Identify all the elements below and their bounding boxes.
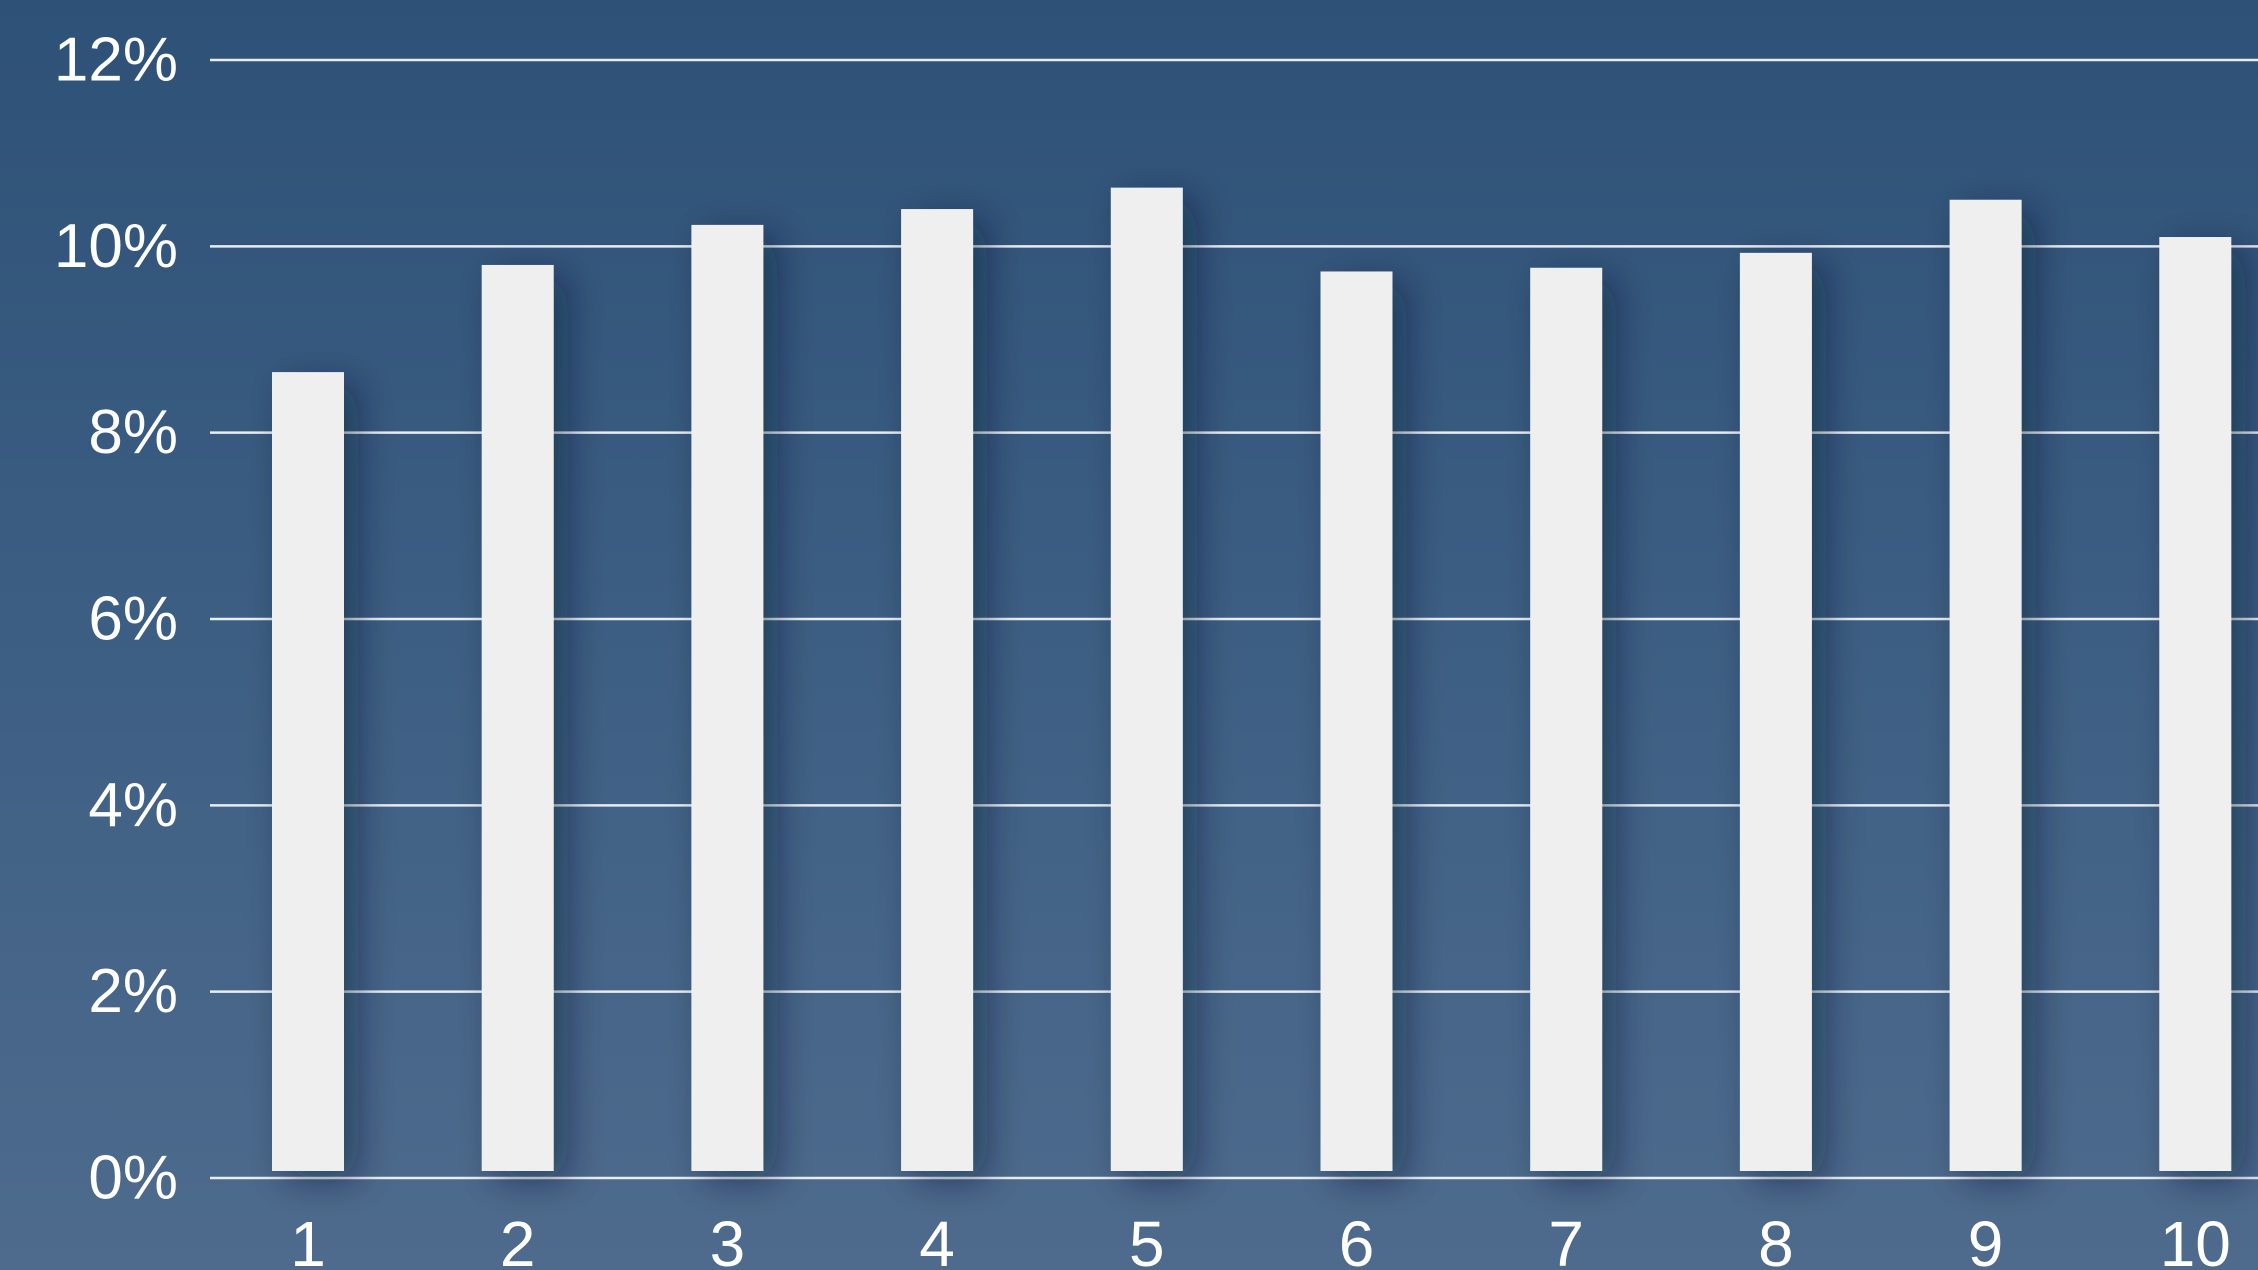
x-tick-label: 7 — [1548, 1208, 1584, 1270]
bar — [1739, 252, 1812, 1172]
x-tick-label: 10 — [2160, 1208, 2231, 1270]
y-tick-label: 4% — [88, 771, 178, 840]
y-tick-label: 8% — [88, 398, 178, 467]
bar — [1110, 187, 1183, 1172]
x-tick-label: 8 — [1758, 1208, 1794, 1270]
bar — [481, 264, 554, 1171]
x-tick-label: 5 — [1129, 1208, 1165, 1270]
bar — [1530, 267, 1603, 1171]
bars — [272, 187, 2232, 1172]
bar — [2159, 237, 2232, 1171]
bar — [1320, 271, 1393, 1171]
y-tick-label: 2% — [88, 957, 178, 1026]
y-tick-label: 10% — [54, 212, 178, 281]
bar — [691, 224, 764, 1171]
x-tick-label: 2 — [500, 1208, 536, 1270]
x-tick-label: 6 — [1339, 1208, 1375, 1270]
x-tick-label: 9 — [1968, 1208, 2004, 1270]
bar — [272, 372, 344, 1171]
x-tick-label: 4 — [919, 1208, 955, 1270]
bar — [901, 209, 974, 1172]
x-tick-label: 1 — [290, 1208, 326, 1270]
y-tick-label: 0% — [88, 1144, 178, 1213]
x-tick-label: 3 — [710, 1208, 746, 1270]
y-tick-label: 6% — [88, 585, 178, 654]
y-tick-label: 12% — [54, 26, 178, 95]
x-axis-tick-labels: 1 2 3 4 5 6 7 8 9 10 — [290, 1208, 2231, 1270]
y-axis-tick-labels: 0% 2% 4% 6% 8% 10% 12% — [54, 26, 178, 1213]
bar — [1949, 199, 2022, 1171]
